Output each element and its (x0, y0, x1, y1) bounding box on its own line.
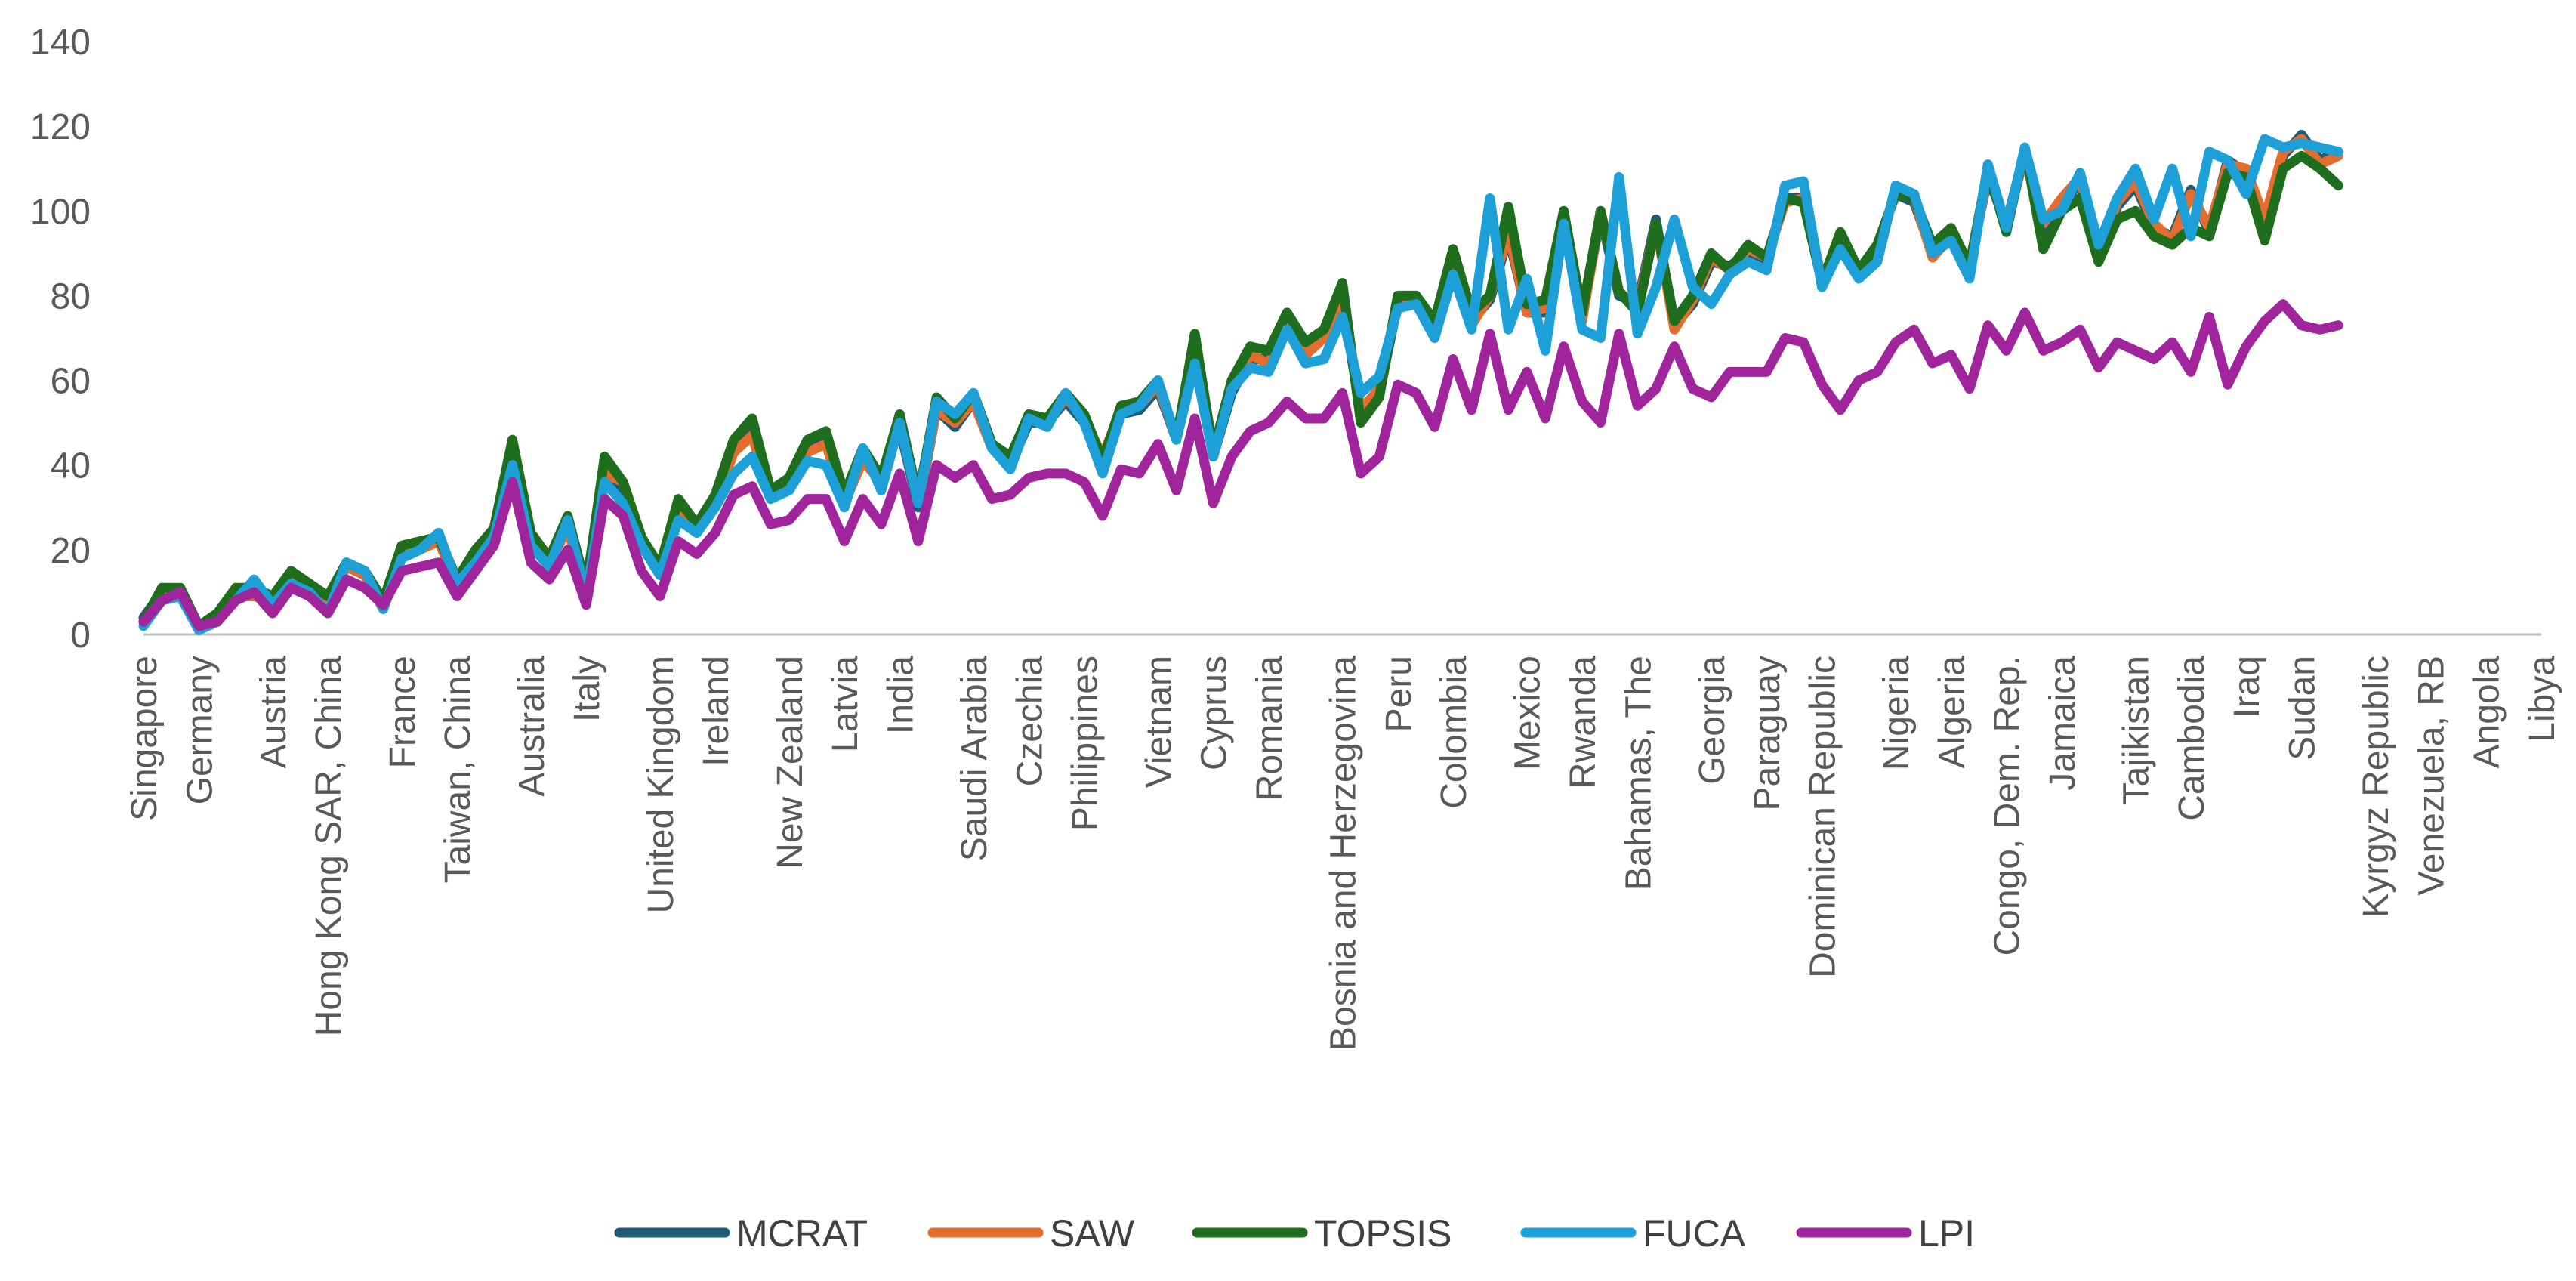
series-layer (138, 129, 2343, 635)
y-tick-label: 100 (30, 192, 91, 232)
y-tick-label: 0 (70, 616, 91, 656)
x-tick-label: Rwanda (1563, 656, 1603, 789)
x-tick-label: Singapore (125, 656, 165, 821)
x-tick-label: Italy (567, 656, 607, 722)
x-tick-label: France (383, 656, 423, 768)
x-tick-label: Saudi Arabia (955, 656, 995, 862)
x-tick-label: Sudan (2283, 656, 2323, 761)
x-axis: Singapore Germany Austria Hong Kong SAR, Ch… (125, 633, 2562, 1051)
x-tick-label: Vietnam (1139, 656, 1179, 788)
x-tick-label: Bahamas, The (1618, 656, 1658, 891)
legend-label-saw: SAW (1050, 1212, 1135, 1255)
x-tick-label: Australia (512, 656, 552, 797)
x-tick-label: Austria (254, 656, 294, 769)
legend: MCRAT SAW TOPSIS FUCA LPI (614, 1212, 1975, 1255)
legend-label-fuca: FUCA (1643, 1212, 1746, 1255)
x-tick-label: Algeria (1932, 656, 1972, 769)
x-tick-label: Cambodia (2172, 656, 2212, 821)
x-tick-label: Paraguay (1748, 656, 1788, 810)
x-tick-label: Jamaica (2043, 656, 2083, 791)
x-tick-label: Cyprus (1195, 656, 1235, 770)
x-tick-label: Kyrgyz Republic (2356, 656, 2396, 918)
x-tick-label: Romania (1250, 656, 1290, 801)
series-line-fuca (138, 134, 2343, 635)
x-tick-label: New Zealand (770, 656, 810, 869)
y-tick-label: 120 (30, 107, 91, 147)
x-tick-label: Hong Kong SAR, China (309, 656, 349, 1037)
x-tick-label: Dominican Republic (1803, 656, 1843, 978)
x-tick-label: Philippines (1066, 656, 1106, 831)
y-tick-label: 80 (51, 276, 91, 316)
y-axis: 0 20 40 60 80 100 120 140 (30, 23, 91, 656)
x-tick-label: Peru (1379, 656, 1419, 732)
x-tick-label: Czechia (1010, 656, 1050, 787)
legend-label-topsis: TOPSIS (1314, 1212, 1452, 1255)
y-tick-label: 140 (30, 23, 91, 63)
x-tick-label: Iraq (2227, 656, 2267, 718)
x-tick-label: Libya (2522, 656, 2562, 742)
y-tick-label: 20 (51, 531, 91, 571)
legend-label-lpi: LPI (1918, 1212, 1975, 1255)
x-tick-label: Taiwan, China (438, 656, 478, 884)
y-tick-label: 40 (51, 446, 91, 486)
y-tick-label: 60 (51, 362, 91, 402)
x-tick-label: India (881, 656, 921, 734)
x-tick-label: Angola (2467, 656, 2507, 769)
x-tick-label: Latvia (825, 656, 865, 752)
x-tick-label: Germany (180, 656, 220, 804)
x-tick-label: Venezuela, RB (2411, 656, 2451, 896)
x-tick-label: United Kingdom (641, 656, 681, 914)
x-tick-label: Colombia (1434, 656, 1474, 809)
legend-label-mcrat: MCRAT (736, 1212, 868, 1255)
x-tick-label: Nigeria (1877, 656, 1917, 770)
x-tick-label: Bosnia and Herzegovina (1324, 656, 1364, 1051)
x-tick-label: Ireland (696, 656, 736, 767)
x-tick-label: Tajikistan (2117, 656, 2157, 804)
series-line-lpi (138, 299, 2343, 631)
x-tick-label: Congo, Dem. Rep. (1988, 656, 2028, 956)
x-tick-label: Mexico (1508, 656, 1548, 770)
x-tick-label: Georgia (1692, 656, 1732, 785)
